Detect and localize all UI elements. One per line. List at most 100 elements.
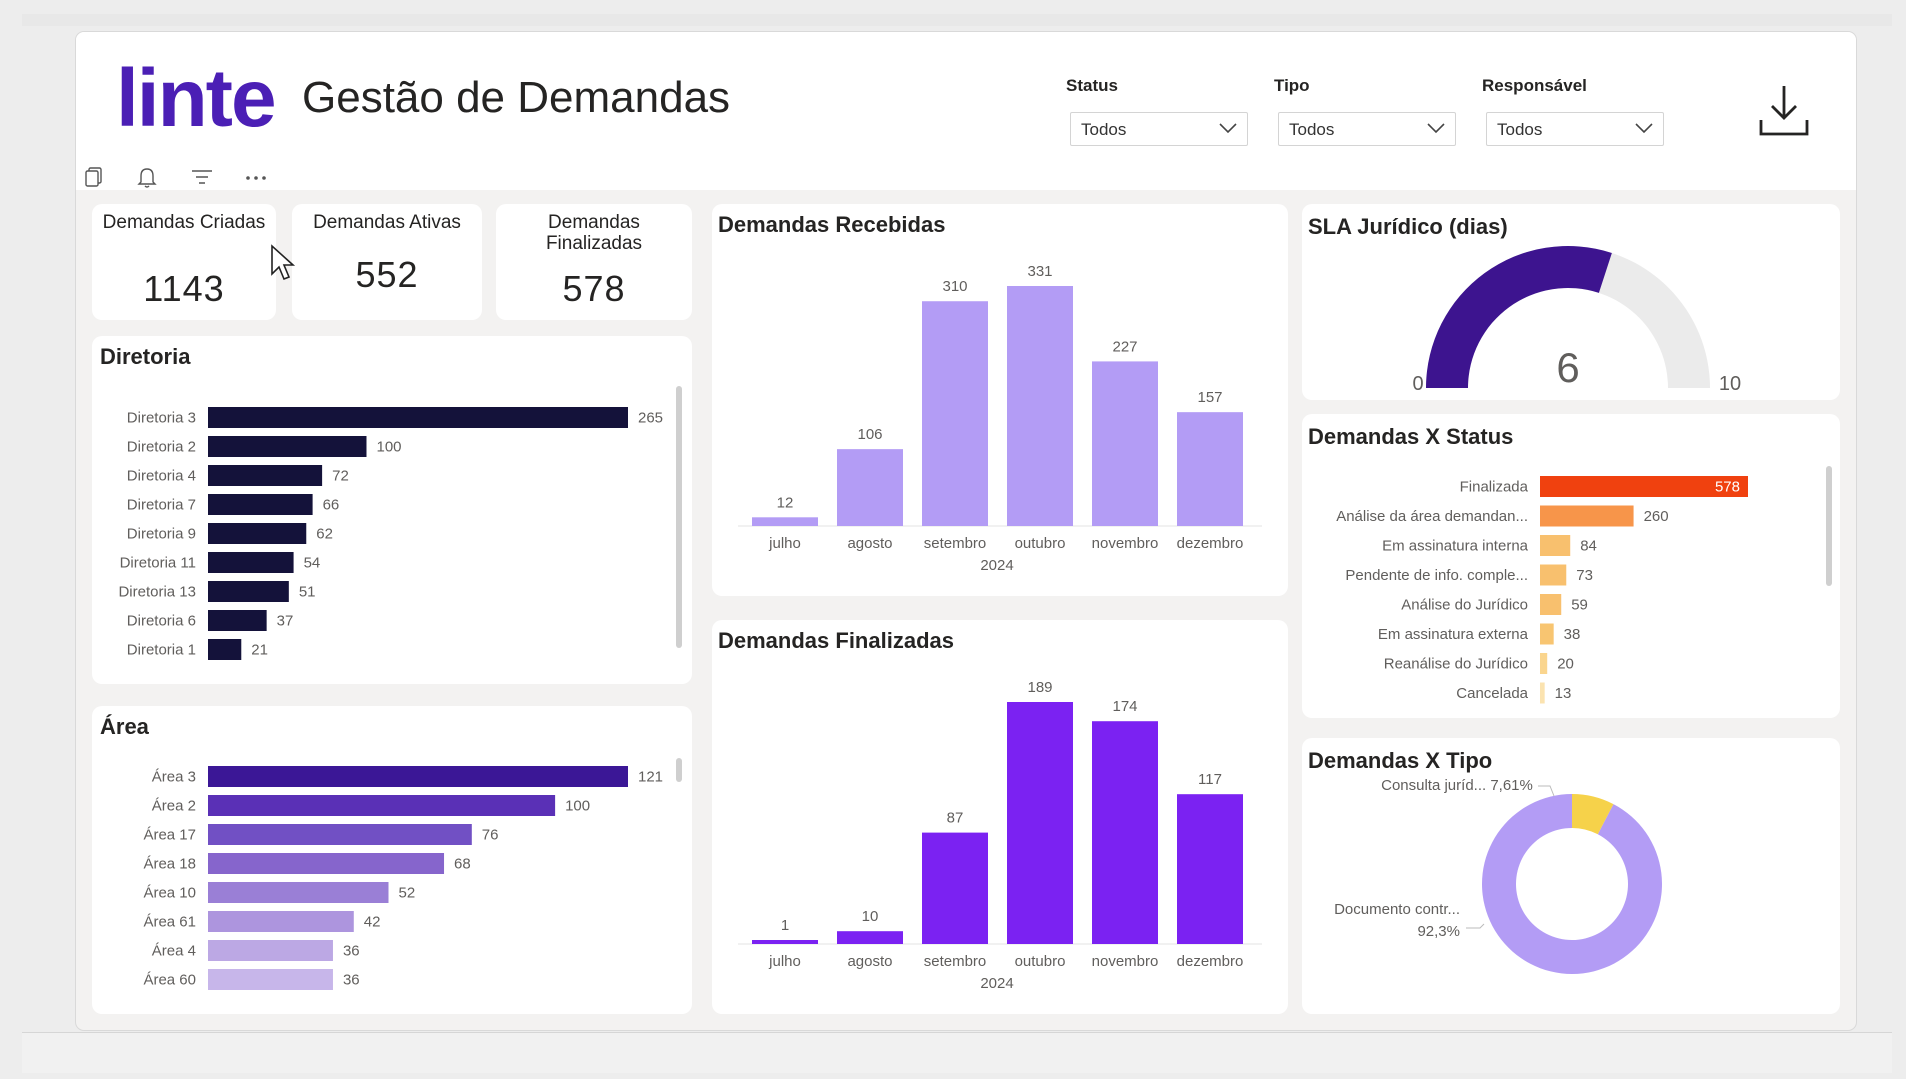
sla-gauge[interactable]: 6 0 10 [1302, 204, 1840, 400]
x-tick-label: agosto [847, 953, 892, 970]
bar[interactable] [1092, 361, 1158, 526]
status-filter-dropdown[interactable]: Todos [1070, 112, 1248, 146]
tipo-filter-dropdown[interactable]: Todos [1278, 112, 1456, 146]
finalizadas-chart[interactable]: 1 julho 10 agosto 87 setembro 189 outubro 174 nov… [712, 620, 1288, 1014]
bar[interactable] [1540, 505, 1634, 527]
bar[interactable] [208, 465, 323, 486]
bar[interactable] [208, 940, 333, 961]
responsavel-filter-value: Todos [1497, 120, 1543, 139]
bar[interactable] [1540, 653, 1548, 674]
area-card[interactable]: Área Área 3 121 Área 2 100 Área 17 76 Área 18 6… [92, 706, 692, 1014]
bar[interactable] [208, 882, 389, 903]
kpi-card-ativas[interactable]: Demandas Ativas 552 [292, 204, 482, 320]
recebidas-chart[interactable]: 12 julho 106 agosto 310 setembro 331 outubro 227… [712, 204, 1288, 596]
report-header [76, 32, 1856, 190]
bar[interactable] [208, 610, 267, 631]
x-tick-label: setembro [924, 535, 987, 552]
bar[interactable] [208, 639, 242, 660]
kpi-card-criadas[interactable]: Demandas Criadas 1143 [92, 204, 276, 320]
bar[interactable] [208, 824, 472, 845]
recebidas-card[interactable]: Demandas Recebidas 12 julho 106 agosto 310 se… [712, 204, 1288, 596]
category-label: Diretoria 4 [127, 468, 196, 485]
x-tick-label: dezembro [1177, 535, 1244, 552]
bar[interactable] [752, 517, 818, 526]
tipo-filter-label: Tipo [1274, 76, 1310, 95]
status-scrollbar[interactable] [1826, 466, 1832, 586]
status-card[interactable]: Demandas X Status Finalizada 578 Análise d… [1302, 414, 1840, 718]
gauge-max-label: 10 [1719, 373, 1741, 395]
bar[interactable] [208, 494, 313, 515]
bell-icon[interactable] [136, 166, 158, 188]
category-label: Análise do Jurídico [1401, 597, 1528, 614]
area-scrollbar[interactable] [676, 758, 682, 782]
bar[interactable] [208, 969, 333, 990]
bar[interactable] [922, 301, 988, 526]
bar[interactable] [208, 436, 367, 457]
tipo-chart[interactable]: Consulta juríd... 7,61% Documento contr..… [1302, 738, 1840, 1014]
bar[interactable] [1540, 594, 1562, 615]
donut-slice[interactable] [1572, 794, 1614, 835]
sla-card[interactable]: SLA Jurídico (dias) 6 0 10 [1302, 204, 1840, 400]
x-tick-label: novembro [1092, 535, 1159, 552]
bar[interactable] [1092, 721, 1158, 944]
bar[interactable] [208, 795, 556, 816]
bar[interactable] [922, 832, 988, 944]
more-options-icon[interactable] [244, 166, 270, 188]
responsavel-filter-dropdown[interactable]: Todos [1486, 112, 1664, 146]
x-tick-label: outubro [1015, 535, 1066, 552]
category-label: Diretoria 6 [127, 613, 196, 630]
tipo-title: Demandas X Tipo [1308, 748, 1493, 773]
x-axis-label: 2024 [980, 975, 1013, 992]
category-label: Diretoria 1 [127, 642, 196, 659]
bar[interactable] [752, 940, 818, 944]
donut-slice[interactable] [1482, 794, 1662, 974]
kpi-label: Demandas Ativas [313, 212, 461, 233]
gauge-fill[interactable] [1426, 246, 1612, 388]
diretoria-chart[interactable]: Diretoria 3 265 Diretoria 2 100 Diretoria 4 7… [92, 336, 692, 684]
brand-logo: linte [116, 53, 277, 144]
bar[interactable] [1540, 682, 1545, 704]
data-label: 21 [251, 642, 268, 659]
data-label: 157 [1197, 389, 1222, 406]
status-chart[interactable]: Finalizada 578 Análise da área demandan...… [1302, 414, 1840, 718]
bar[interactable] [837, 449, 903, 526]
bar[interactable] [1540, 564, 1567, 586]
category-label: Diretoria 11 [120, 555, 196, 572]
status-title: Demandas X Status [1308, 424, 1514, 449]
bar[interactable] [208, 523, 307, 544]
bar[interactable] [208, 911, 354, 932]
bar[interactable] [1177, 412, 1243, 526]
diretoria-card[interactable]: Diretoria Diretoria 3 265 Diretoria 2 100 Di… [92, 336, 692, 684]
data-label: 54 [304, 555, 321, 572]
bar[interactable] [1007, 702, 1073, 944]
diretoria-scrollbar[interactable] [676, 386, 682, 648]
bar[interactable] [208, 581, 289, 602]
data-label: 578 [1715, 479, 1740, 496]
bar[interactable] [1540, 623, 1554, 645]
finalizadas-card[interactable]: Demandas Finalizadas 1 julho 10 agosto 87 set… [712, 620, 1288, 1014]
filter-icon[interactable] [190, 166, 214, 188]
window-bottom-strip [22, 1032, 1892, 1073]
bar[interactable] [208, 853, 445, 874]
bar[interactable] [1540, 535, 1571, 556]
sla-title: SLA Jurídico (dias) [1308, 214, 1508, 239]
leader-line [1538, 785, 1555, 797]
kpi-card-finalizadas[interactable]: Demandas Finalizadas 578 [496, 204, 692, 320]
bar[interactable] [1177, 794, 1243, 944]
bar[interactable] [1007, 286, 1073, 526]
tipo-card[interactable]: Demandas X Tipo Consulta juríd... 7,61% D… [1302, 738, 1840, 1014]
data-label: 121 [638, 769, 663, 786]
bar[interactable] [837, 931, 903, 944]
category-label: Diretoria 9 [127, 526, 196, 543]
bar[interactable] [208, 407, 628, 428]
bar[interactable] [1540, 476, 1748, 497]
bar[interactable] [208, 552, 294, 573]
data-label: 51 [299, 584, 316, 601]
slice-label: Documento contr... [1334, 901, 1460, 918]
data-label: 62 [316, 526, 333, 543]
copy-icon[interactable] [84, 166, 104, 188]
download-icon[interactable] [1758, 84, 1810, 138]
bar[interactable] [208, 766, 628, 787]
data-label: 59 [1571, 597, 1588, 614]
